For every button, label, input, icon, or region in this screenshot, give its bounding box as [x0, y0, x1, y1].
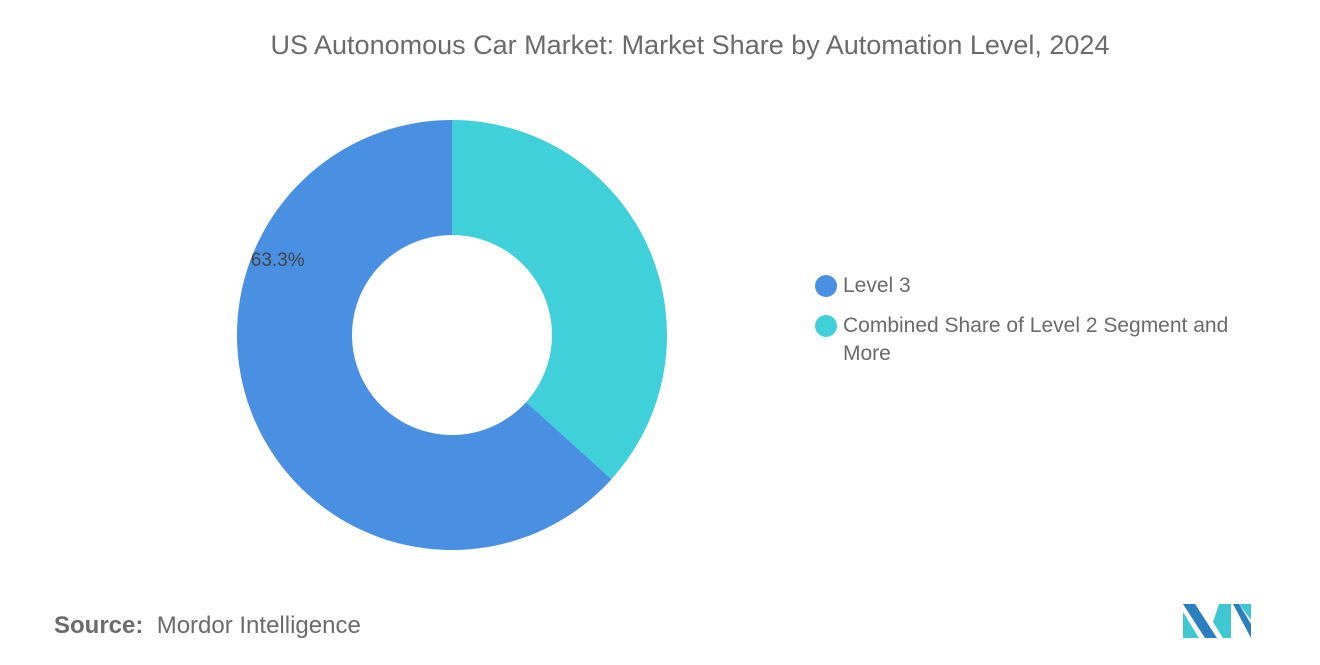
mordor-intelligence-logo — [1183, 604, 1251, 638]
slice-level-3[interactable] — [236, 120, 612, 550]
legend-item-level-2-and-more[interactable]: Combined Share of Level 2 Segment and Mo… — [815, 312, 1265, 368]
chart-title: US Autonomous Car Market: Market Share b… — [270, 30, 1110, 60]
data-label: 63.3% — [251, 250, 305, 271]
source-value: Mordor Intelligence — [156, 612, 361, 639]
legend-swatch — [815, 275, 837, 297]
source-note: Source: Mordor Intelligence — [54, 612, 361, 640]
legend-item-level-3[interactable]: Level 3 — [815, 272, 1265, 300]
legend-label: Combined Share of Level 2 Segment and Mo… — [843, 314, 1229, 365]
legend-swatch — [815, 315, 837, 337]
legend-label: Level 3 — [843, 274, 911, 297]
legend: Level 3 Combined Share of Level 2 Segmen… — [815, 272, 1265, 380]
source-label: Source: — [54, 612, 144, 639]
slice-combined-share-of-level-2-segment-and-more[interactable] — [452, 120, 667, 480]
